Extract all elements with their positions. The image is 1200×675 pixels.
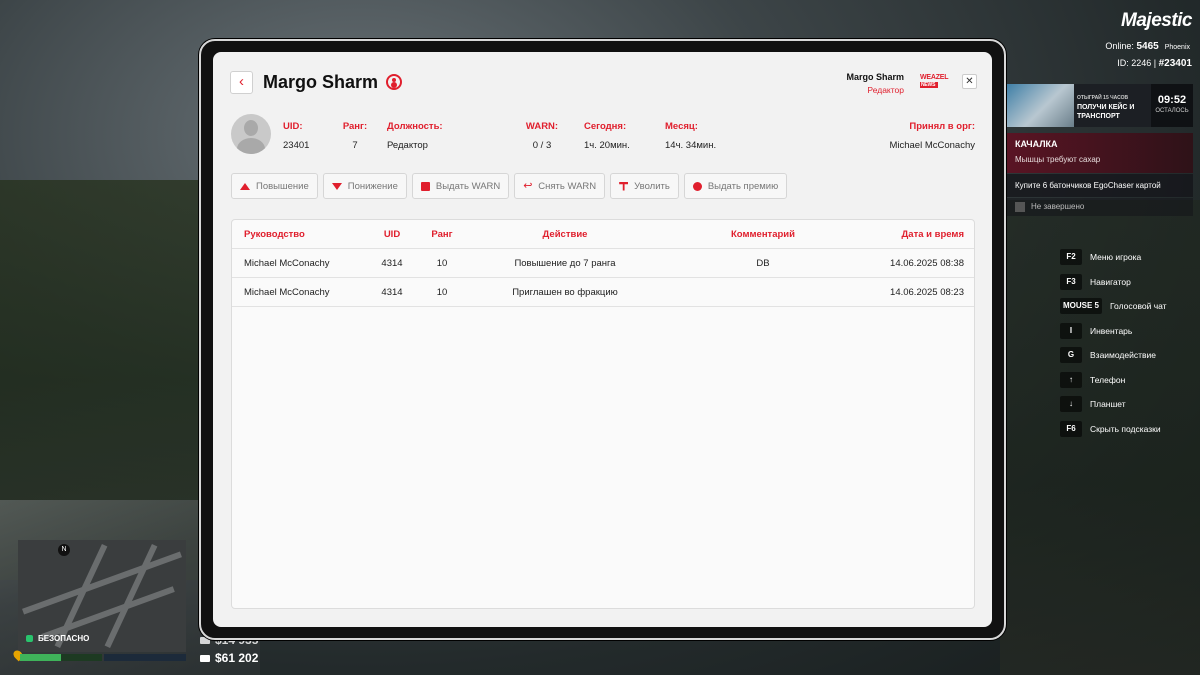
column-header: Руководство xyxy=(244,229,305,240)
armor-bar xyxy=(104,654,186,661)
cell-action: Приглашен во фракцию xyxy=(512,287,618,298)
back-button[interactable]: ‹ xyxy=(230,71,253,94)
cell-datetime: 14.06.2025 08:23 xyxy=(890,287,964,298)
quest-card: КАЧАЛКА Мышцы требуют сахар xyxy=(1006,133,1193,173)
hint-item: I Инвентарь xyxy=(1060,319,1200,344)
promo-text: ОТЫГРАЙ 15 ЧАСОВ ПОЛУЧИ КЕЙС И ТРАНСПОРТ xyxy=(1077,95,1135,120)
cell-rank: 10 xyxy=(436,258,448,269)
keybind-hints: F2 Меню игрока F3 Навигатор MOUSE 5 Голосов… xyxy=(1060,245,1200,441)
document-icon xyxy=(420,181,430,191)
hint-item: MOUSE 5 Голосовой чат xyxy=(1060,294,1200,319)
info-month: Месяц: 14ч. 34мин. xyxy=(665,121,717,151)
column-header: Действие xyxy=(542,229,588,240)
card-icon xyxy=(200,655,210,663)
cell-action: Повышение до 7 ранга xyxy=(514,258,616,269)
cell-comment xyxy=(678,278,848,307)
info-position: Должность: Редактор xyxy=(387,121,443,151)
close-icon: ✕ xyxy=(965,76,974,87)
cell-leader: Michael McConachy xyxy=(244,258,330,269)
cell-uid: 4314 xyxy=(381,287,403,298)
promote-button[interactable]: Повышение xyxy=(231,173,318,199)
hint-item: G Взаимодействие xyxy=(1060,343,1200,368)
fire-icon xyxy=(619,181,629,191)
current-user: Margo Sharm Редактор xyxy=(846,72,904,95)
checkbox-icon xyxy=(1015,202,1025,212)
shield-icon xyxy=(26,635,33,643)
demote-button[interactable]: Понижение xyxy=(322,173,407,199)
status-bars xyxy=(20,654,186,661)
page-title: Margo Sharm xyxy=(263,72,379,92)
hint-item: F2 Меню игрока xyxy=(1060,245,1200,270)
cash-icon xyxy=(200,637,210,645)
table-row[interactable]: Michael McConachy 4314 10 Приглашен во ф… xyxy=(232,278,974,307)
zone-status: БЕЗОПАСНО xyxy=(26,634,89,643)
player-id: ID: 2246 | #23401 xyxy=(1117,58,1192,69)
info-warn: WARN: 0 / 3 xyxy=(525,121,559,151)
online-counter: Online: 5465 Phoenix xyxy=(1105,41,1190,52)
undo-icon: ↩ xyxy=(523,179,533,192)
action-toolbar: Повышение Понижение Выдать WARN ↩ Снять W… xyxy=(231,173,788,199)
tablet-screen: ‹ Margo Sharm Margo Sharm Редактор WEAZE… xyxy=(213,52,992,627)
promo-banner[interactable]: ОТЫГРАЙ 15 ЧАСОВ ПОЛУЧИ КЕЙС И ТРАНСПОРТ… xyxy=(1006,84,1193,127)
chevron-left-icon: ‹ xyxy=(239,73,244,90)
compass-north: N xyxy=(58,544,70,556)
minimap xyxy=(18,540,186,652)
promo-timer: 09:52 ОСТАЛОСЬ xyxy=(1151,84,1193,127)
bank-amount: $61 202 xyxy=(200,651,258,665)
cell-datetime: 14.06.2025 08:38 xyxy=(890,258,964,269)
fire-button[interactable]: Уволить xyxy=(610,173,679,199)
remove-warn-button[interactable]: ↩ Снять WARN xyxy=(514,173,606,199)
hint-item: F6 Скрыть подсказки xyxy=(1060,417,1200,442)
hint-item: ↓ Планшет xyxy=(1060,392,1200,417)
info-uid: UID: 23401 xyxy=(283,121,310,151)
cell-comment: DB xyxy=(756,258,770,269)
close-button[interactable]: ✕ xyxy=(962,74,977,89)
tablet-frame: ‹ Margo Sharm Margo Sharm Редактор WEAZE… xyxy=(199,39,1006,640)
cell-rank: 10 xyxy=(436,287,448,298)
column-header: UID xyxy=(383,229,401,240)
cell-uid: 4314 xyxy=(381,258,403,269)
table-header: Руководство UID Ранг Действие Комментари… xyxy=(232,220,974,249)
table-row[interactable]: Michael McConachy 4314 10 Повышение до 7… xyxy=(232,249,974,278)
arrow-down-icon xyxy=(331,182,342,190)
info-rank: Ранг: 7 xyxy=(342,121,368,151)
weazel-news-logo: WEAZEL NEWS xyxy=(920,74,949,88)
hint-item: ↑ Телефон xyxy=(1060,368,1200,393)
quest-objective: Купите 6 батончиков EgoChaser картой xyxy=(1006,174,1193,197)
history-table: Руководство UID Ранг Действие Комментари… xyxy=(231,219,975,609)
give-warn-button[interactable]: Выдать WARN xyxy=(411,173,510,199)
info-today: Сегодня: 1ч. 20мин. xyxy=(584,121,630,151)
column-header: Ранг xyxy=(431,229,453,240)
health-bar xyxy=(20,654,102,661)
info-hired-by: Принял в орг: Michael McConachy xyxy=(889,121,975,151)
brand-logo: Majestic xyxy=(1121,10,1192,31)
column-header: Комментарий xyxy=(731,229,795,240)
arrow-up-icon xyxy=(240,182,250,190)
info-icon[interactable] xyxy=(386,74,402,90)
promo-car-image xyxy=(1006,84,1074,127)
hint-item: F3 Навигатор xyxy=(1060,270,1200,295)
cell-leader: Michael McConachy xyxy=(244,287,330,298)
quest-status: Не завершено xyxy=(1006,198,1193,216)
column-header: Дата и время xyxy=(901,229,964,240)
coin-icon xyxy=(692,181,702,191)
background-grass-right xyxy=(1000,200,1200,675)
avatar xyxy=(231,114,271,154)
give-bonus-button[interactable]: Выдать премию xyxy=(683,173,788,199)
